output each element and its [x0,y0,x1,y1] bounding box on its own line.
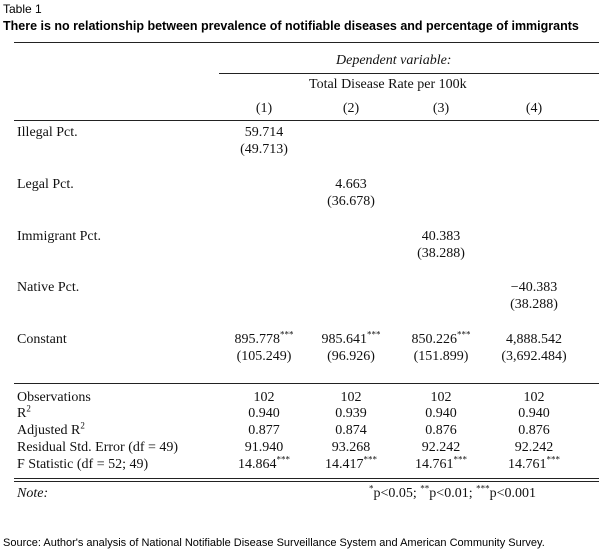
stat-r2-3: 0.940 [425,406,457,421]
se-native-pct: (38.288) [510,297,558,312]
header-rule [219,73,599,74]
stat-label-adjusted-r2: Adjusted R2 [17,420,85,438]
row-label-illegal-pct: Illegal Pct. [17,125,78,140]
stat-observations-2: 102 [340,390,362,405]
coef-constant-2: 985.641*** [321,329,381,347]
stat-f-statistic-1: 14.864*** [238,454,290,472]
header-bottom-rule [14,120,599,121]
column-header-2: (2) [342,101,360,116]
coef-native-pct: −40.383 [510,280,558,295]
stat-adjusted-r2-4: 0.876 [518,423,550,438]
stat-r2-2: 0.939 [335,406,367,421]
se-immigrant-pct: (38.288) [417,246,465,261]
stat-label-f-statistic: F Statistic (df = 52; 49) [17,457,149,472]
stat-observations-1: 102 [253,390,275,405]
stat-label-residual-se: Residual Std. Error (df = 49) [17,440,179,455]
stat-residual-se-4: 92.242 [514,440,554,455]
row-label-immigrant-pct: Immigrant Pct. [17,229,101,244]
dependent-variable-label: Dependent variable: [336,53,452,68]
se-constant-2: (96.926) [327,349,375,364]
significance-note: *p<0.05; **p<0.01; ***p<0.001 [369,483,536,501]
stat-adjusted-r2-2: 0.874 [335,423,367,438]
row-label-native-pct: Native Pct. [17,280,80,295]
se-constant-3: (151.899) [413,349,469,364]
stat-residual-se-3: 92.242 [421,440,461,455]
coef-illegal-pct: 59.714 [244,125,284,140]
dependent-variable-name: Total Disease Rate per 100k [309,77,467,92]
coef-legal-pct: 4.663 [335,177,367,192]
coef-immigrant-pct: 40.383 [421,229,461,244]
stat-adjusted-r2-1: 0.877 [248,423,280,438]
coef-constant-1: 895.778*** [234,329,294,347]
stats-rule [14,383,599,384]
coef-constant-4: 4,888.542 [506,332,562,347]
stat-adjusted-r2-3: 0.876 [425,423,457,438]
se-illegal-pct: (49.713) [240,142,288,157]
stat-r2-1: 0.940 [248,406,280,421]
stat-label-r2: R2 [17,403,31,421]
stat-r2-4: 0.940 [518,406,550,421]
bottom-rule-2 [14,481,599,482]
stat-observations-4: 102 [523,390,545,405]
se-constant-4: (3,692.484) [501,349,567,364]
stat-f-statistic-2: 14.417*** [325,454,377,472]
top-rule [14,42,599,43]
row-label-legal-pct: Legal Pct. [17,177,74,192]
column-header-1: (1) [255,101,273,116]
stat-observations-3: 102 [430,390,452,405]
source-note: Source: Author's analysis of National No… [3,537,545,549]
table-title: There is no relationship between prevale… [3,19,579,33]
stat-label-observations: Observations [17,390,91,405]
se-constant-1: (105.249) [236,349,292,364]
row-label-constant: Constant [17,332,67,347]
bottom-rule-1 [14,478,599,479]
se-legal-pct: (36.678) [327,194,375,209]
coef-constant-3: 850.226*** [411,329,471,347]
stat-residual-se-1: 91.940 [244,440,284,455]
note-label: Note: [17,486,49,501]
stat-residual-se-2: 93.268 [331,440,371,455]
column-header-4: (4) [525,101,543,116]
table-label: Table 1 [3,2,42,16]
stat-f-statistic-4: 14.761*** [508,454,560,472]
column-header-3: (3) [432,101,450,116]
stat-f-statistic-3: 14.761*** [415,454,467,472]
